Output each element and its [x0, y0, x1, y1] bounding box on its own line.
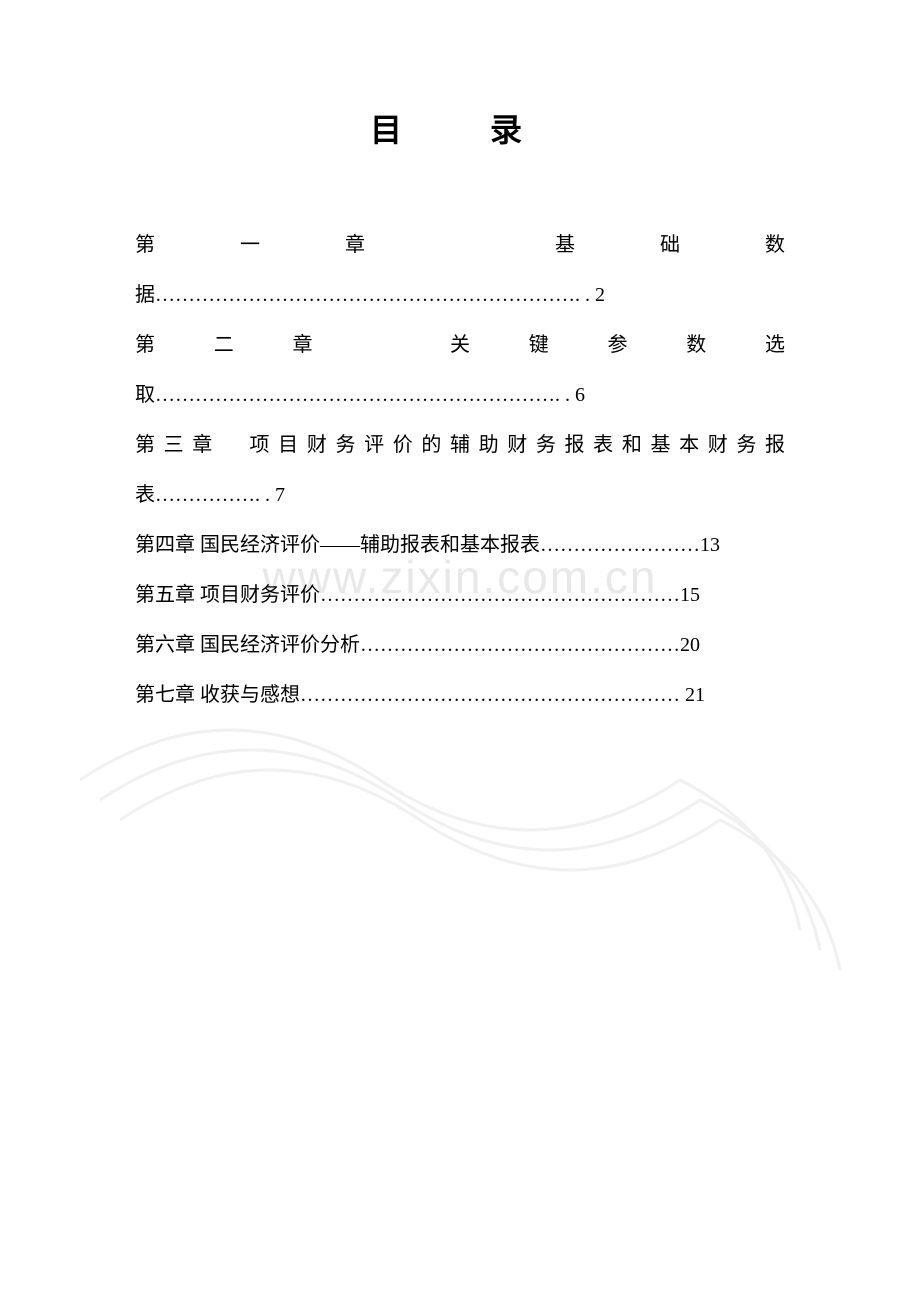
- toc-entry: 第二章 关键参数选: [135, 321, 785, 369]
- toc-entry-continuation: 据………………………………………………………. . 2: [135, 271, 785, 319]
- toc-entry: 第一章 基础数: [135, 221, 785, 269]
- toc-entry: 第四章 国民经济评价——辅助报表和基本报表……………………13: [135, 521, 785, 569]
- toc-entry-continuation: 取……………………………………………………. . 6: [135, 371, 785, 419]
- toc-list: 第一章 基础数 据………………………………………………………. . 2 第二章 …: [135, 221, 785, 719]
- page-container: 目 录 第一章 基础数 据………………………………………………………. . 2 …: [0, 0, 920, 719]
- toc-entry: 第三章 项目财务评价的辅助财务报表和基本财务报: [135, 421, 785, 469]
- toc-entry: 第六章 国民经济评价分析…………………………………………20: [135, 621, 785, 669]
- toc-entry-continuation: 表……………. . 7: [135, 471, 785, 519]
- toc-entry: 第五章 项目财务评价………………………………………………15: [135, 571, 785, 619]
- toc-entry: 第七章 收获与感想………………………………………………… 21: [135, 671, 785, 719]
- page-title: 目 录: [135, 105, 785, 151]
